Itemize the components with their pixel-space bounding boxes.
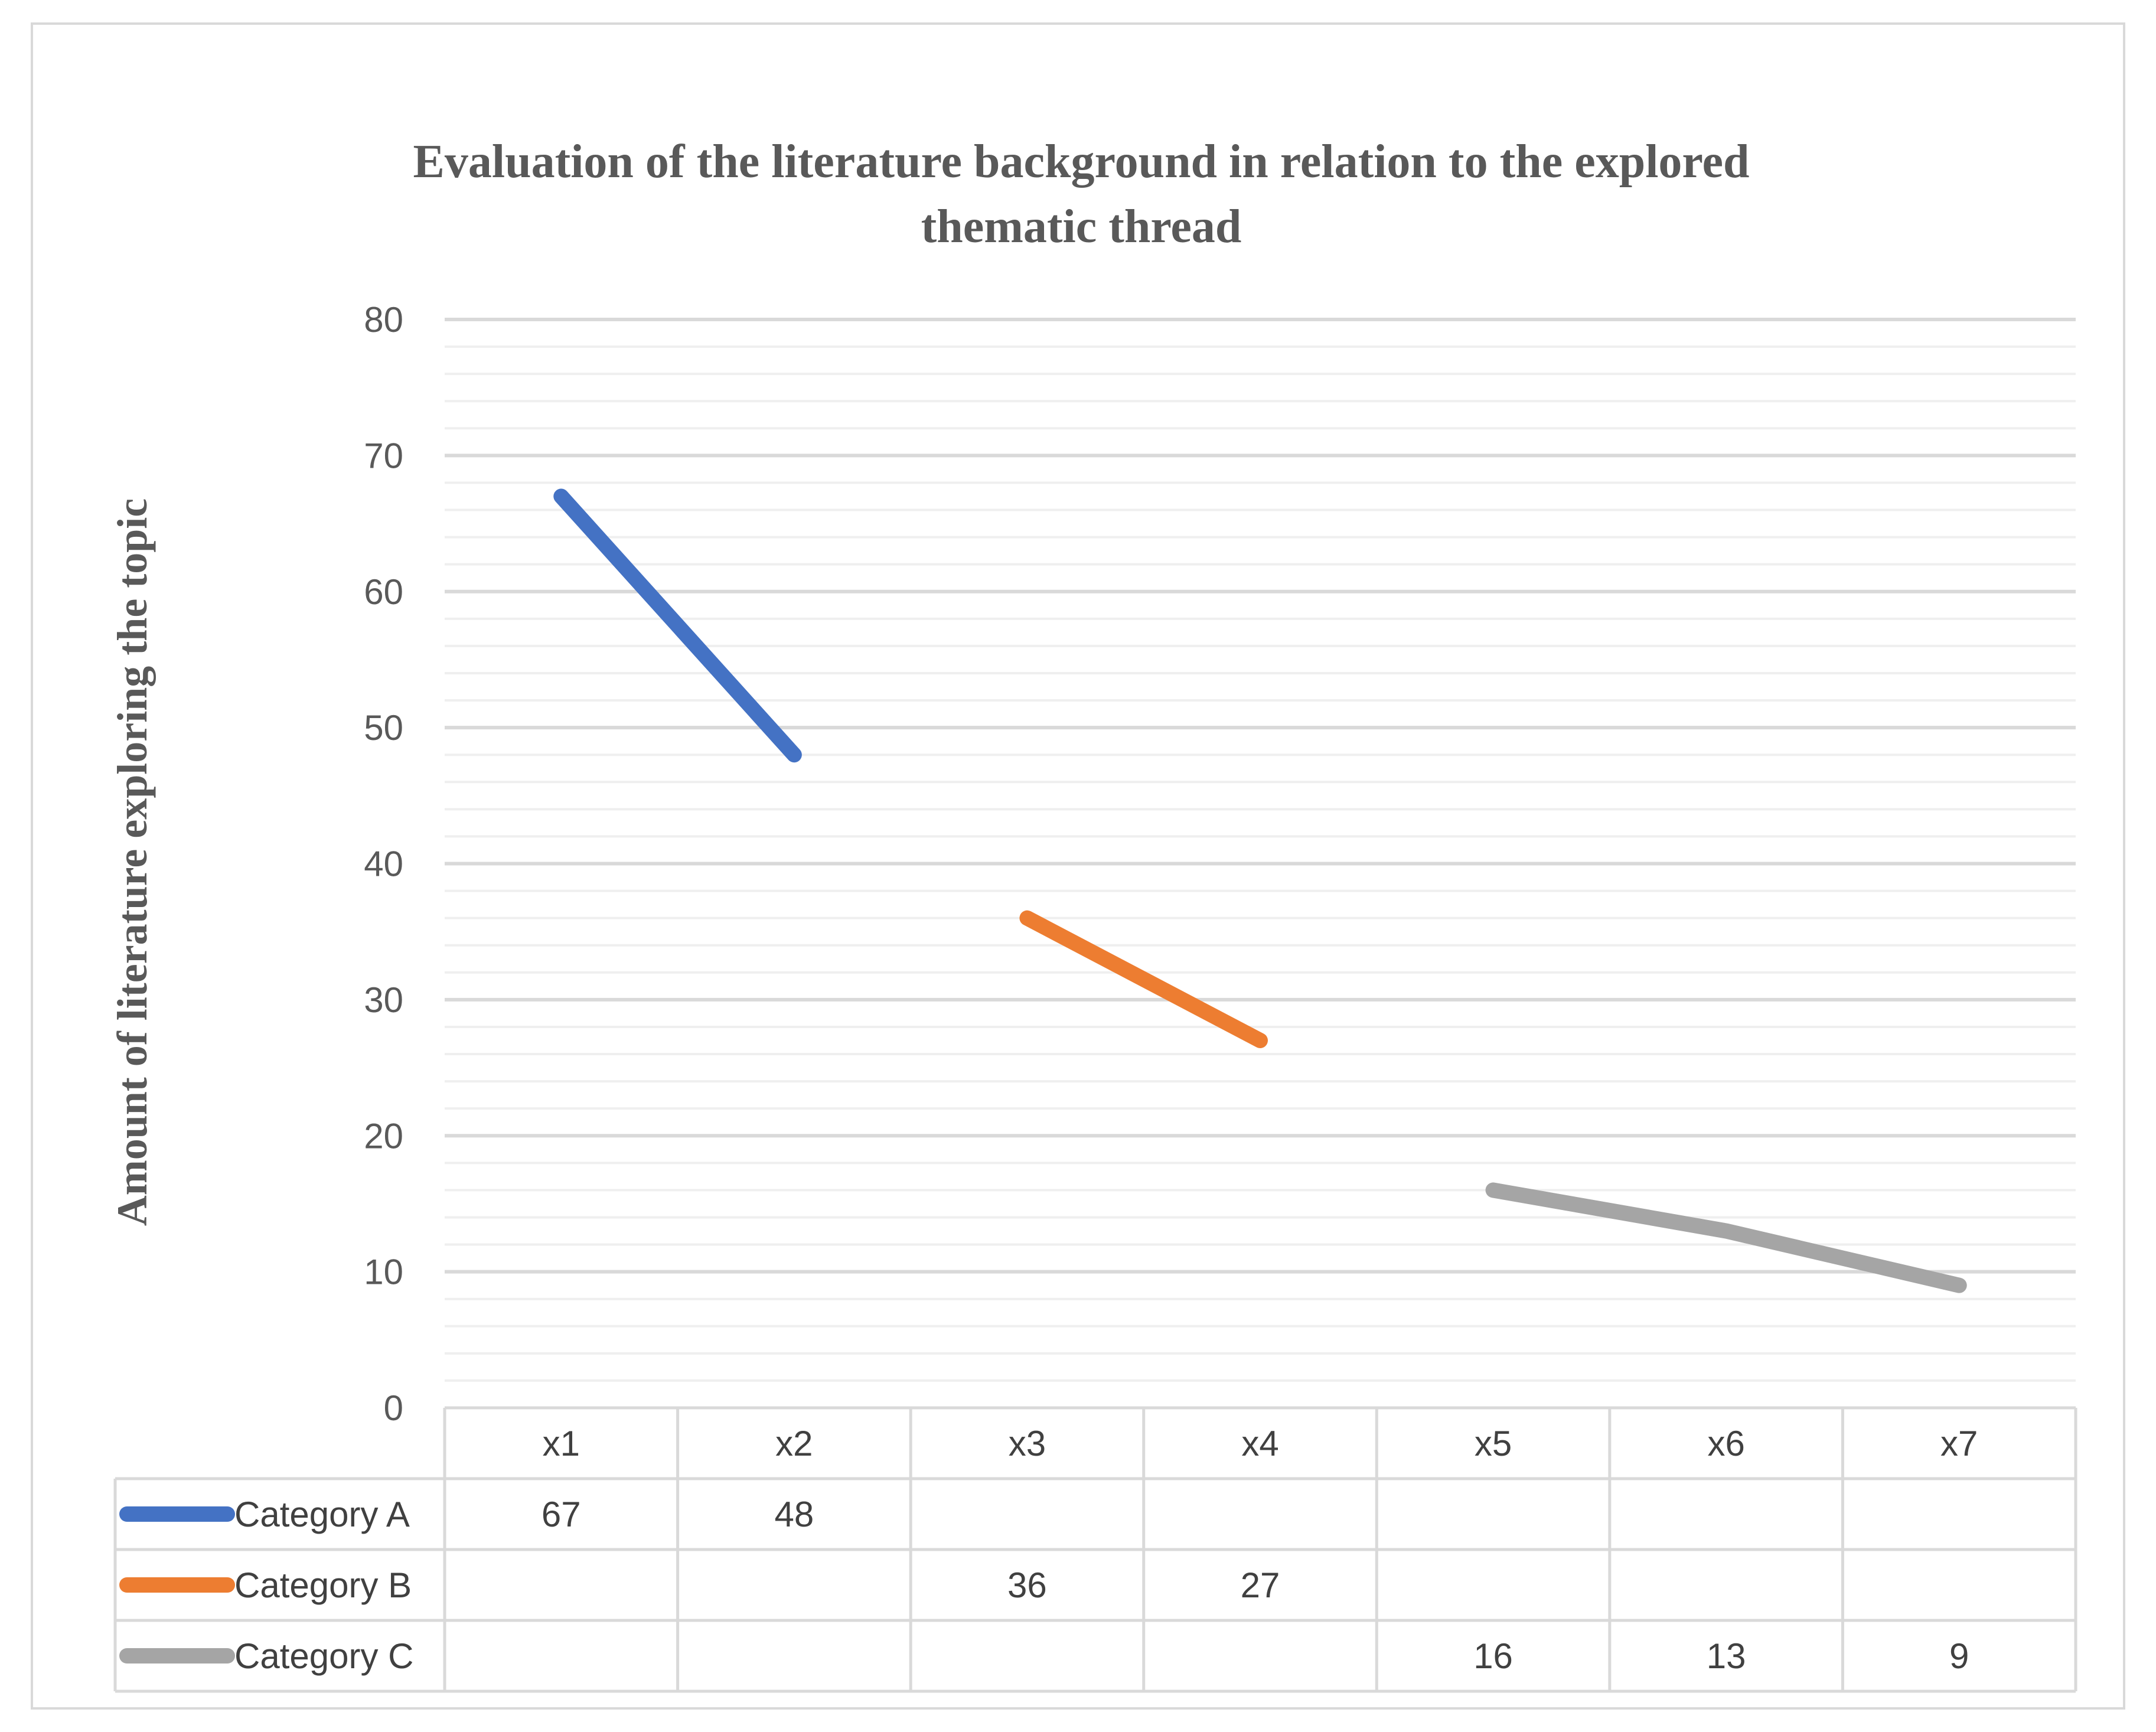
table-value: 16 — [1473, 1636, 1513, 1676]
legend-label: Category B — [234, 1565, 412, 1605]
y-tick-label: 10 — [364, 1252, 403, 1292]
category-label-x1: x1 — [543, 1424, 580, 1463]
y-tick-label: 60 — [364, 572, 403, 612]
y-tick-label: 40 — [364, 844, 403, 884]
chart-frame — [31, 22, 2125, 1710]
y-tick-label: 80 — [364, 300, 403, 340]
chart-title-line-2: thematic thread — [921, 201, 1242, 253]
category-label-x6: x6 — [1707, 1424, 1744, 1463]
y-axis-ticks: 0 10 20 30 40 50 60 70 80 — [364, 300, 403, 1428]
data-table: x1 x2 x3 x4 x5 x6 x7 Category A 67 48 Category B 36… — [113, 1406, 2077, 1693]
series-line — [1485, 1182, 1967, 1293]
category-label-x2: x2 — [775, 1424, 813, 1463]
table-value: 9 — [1949, 1636, 1969, 1676]
y-tick-label: 50 — [364, 708, 403, 748]
y-tick-label: 20 — [364, 1116, 403, 1156]
grid-lines — [445, 318, 2076, 1382]
category-label-x3: x3 — [1009, 1424, 1046, 1463]
y-axis-label: Amount of literature exploring the topic — [109, 498, 156, 1227]
table-value: 27 — [1241, 1565, 1280, 1605]
chart-title-line-1: Evaluation of the literature background … — [413, 136, 1749, 188]
category-label-x5: x5 — [1475, 1424, 1512, 1463]
series-line — [553, 488, 802, 763]
table-value: 48 — [774, 1495, 814, 1534]
table-value: 13 — [1707, 1636, 1746, 1676]
y-tick-label: 0 — [384, 1388, 403, 1428]
category-label-x4: x4 — [1241, 1424, 1278, 1463]
series-line — [1019, 910, 1268, 1048]
y-tick-label: 30 — [364, 980, 403, 1020]
table-value: 36 — [1007, 1565, 1047, 1605]
legend-label: Category C — [234, 1636, 413, 1676]
table-value: 67 — [542, 1495, 581, 1534]
y-tick-label: 70 — [364, 436, 403, 475]
category-label-x7: x7 — [1940, 1424, 1978, 1463]
series-lines — [553, 488, 1967, 1293]
legend-label: Category A — [234, 1495, 410, 1534]
